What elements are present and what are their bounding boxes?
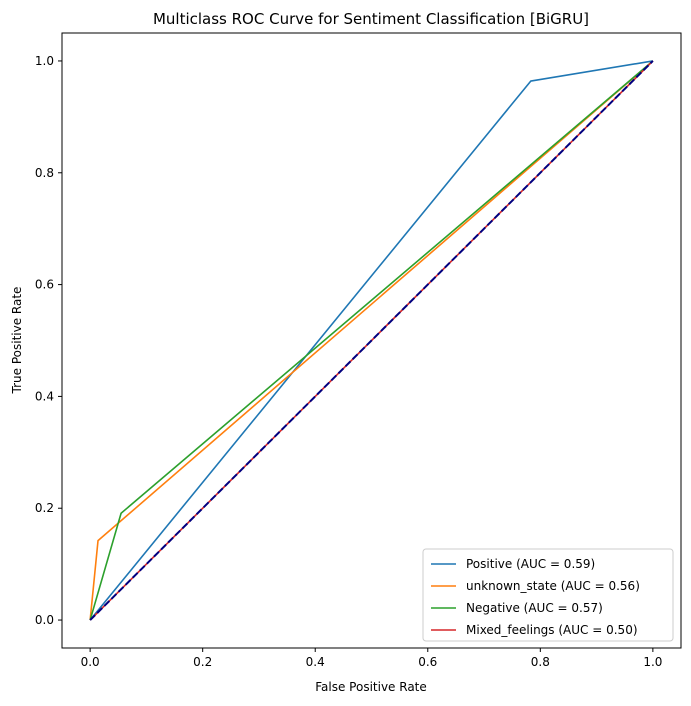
reference-diagonal-line: [89, 60, 654, 621]
series-line-0: [89, 60, 653, 621]
series-line-2: [89, 60, 654, 621]
plot-area: [61, 32, 682, 649]
x-axis-label: False Positive Rate: [315, 680, 427, 694]
legend: Positive (AUC = 0.59) unknown_state (AUC …: [422, 548, 674, 642]
x-tick-label-4: 0.8: [531, 655, 550, 669]
y-tick-label-1: 0.2: [35, 501, 54, 515]
x-axis-ticks: 0.0 0.2 0.4 0.6 0.8 1.0: [81, 648, 662, 669]
x-tick-label-0: 0.0: [81, 655, 100, 669]
y-tick-label-3: 0.6: [35, 278, 54, 292]
legend-label-2: Negative (AUC = 0.57): [466, 601, 603, 615]
legend-label-3: Mixed_feelings (AUC = 0.50): [466, 623, 638, 637]
legend-label-0: Positive (AUC = 0.59): [466, 557, 595, 571]
y-tick-label-2: 0.4: [35, 389, 54, 403]
legend-label-1: unknown_state (AUC = 0.56): [466, 579, 640, 593]
y-tick-label-4: 0.8: [35, 166, 54, 180]
x-tick-label-5: 1.0: [643, 655, 662, 669]
x-tick-label-2: 0.4: [306, 655, 325, 669]
y-tick-label-5: 1.0: [35, 54, 54, 68]
legend-box: [422, 548, 674, 642]
y-tick-label-0: 0.0: [35, 613, 54, 627]
x-tick-label-1: 0.2: [193, 655, 212, 669]
chart-title: Multiclass ROC Curve for Sentiment Class…: [153, 10, 589, 28]
y-axis-label: True Positive Rate: [10, 287, 24, 395]
y-axis-ticks: 0.0 0.2 0.4 0.6 0.8 1.0: [35, 54, 62, 627]
plot-frame: [61, 32, 682, 649]
series-line-1: [89, 60, 654, 621]
x-tick-label-3: 0.6: [418, 655, 437, 669]
